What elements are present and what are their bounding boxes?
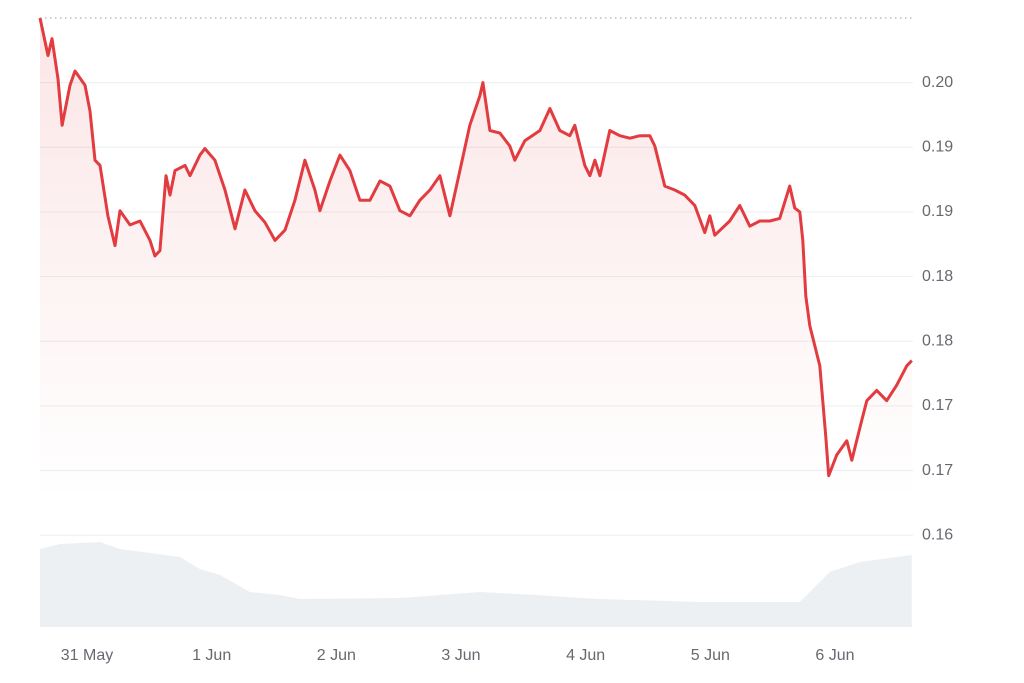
y-tick-label: 0.19	[922, 203, 953, 220]
x-tick-label: 3 Jun	[441, 647, 480, 664]
x-tick-label: 6 Jun	[815, 647, 854, 664]
price-line	[38, 17, 913, 478]
y-tick-label: 0.17	[922, 462, 953, 479]
price-area	[40, 18, 912, 627]
x-tick-label: 2 Jun	[317, 647, 356, 664]
y-tick-label: 0.17	[922, 397, 953, 414]
y-tick-label: 0.18	[922, 332, 953, 349]
y-tick-label: 0.16	[922, 526, 953, 543]
x-tick-label: 31 May	[61, 647, 113, 664]
y-tick-label: 0.20	[922, 74, 953, 91]
x-tick-label: 5 Jun	[691, 647, 730, 664]
y-tick-label: 0.18	[922, 268, 953, 285]
x-tick-label: 4 Jun	[566, 647, 605, 664]
x-tick-label: 1 Jun	[192, 647, 231, 664]
y-tick-label: 0.19	[922, 139, 953, 156]
